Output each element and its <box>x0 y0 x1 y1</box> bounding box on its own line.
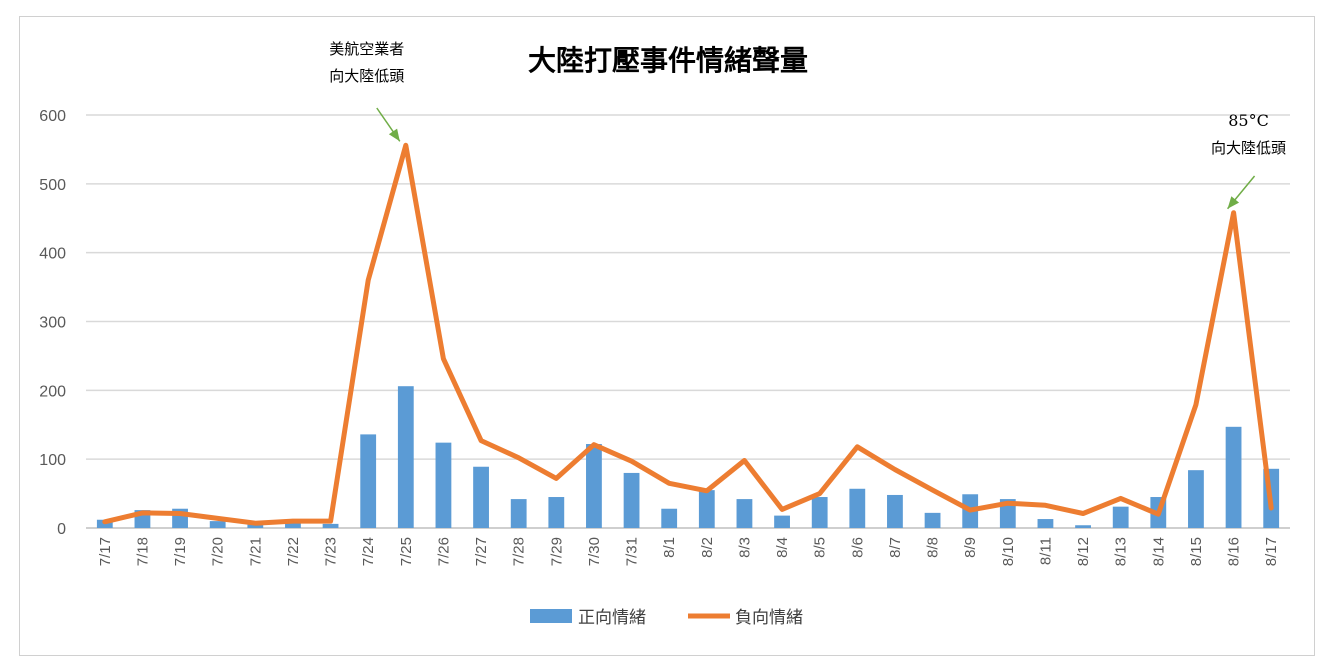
bar <box>1225 426 1242 528</box>
x-tick-label: 8/11 <box>1037 537 1054 565</box>
line-series <box>102 142 1274 526</box>
bar <box>1188 470 1204 528</box>
y-tick-label: 0 <box>57 521 66 538</box>
x-tick-label: 8/3 <box>736 537 753 558</box>
x-tick-label: 8/15 <box>1188 537 1205 566</box>
bar <box>548 497 565 528</box>
y-tick-label: 600 <box>39 108 66 125</box>
legend-label-positive: 正向情緒 <box>578 608 646 628</box>
bar <box>1037 519 1054 528</box>
bar <box>510 499 527 528</box>
y-tick-label: 400 <box>39 246 66 263</box>
chart-title: 大陸打壓事件情緒聲量 <box>528 44 808 77</box>
bar <box>736 499 753 528</box>
y-tick-label: 500 <box>39 177 66 194</box>
legend: 正向情緒 負向情緒 <box>530 608 803 628</box>
legend-swatch-positive <box>530 609 572 623</box>
x-tick-label: 8/10 <box>1000 537 1017 566</box>
x-tick-label: 7/23 <box>323 537 340 566</box>
x-tick-label: 8/14 <box>1150 537 1167 566</box>
bar <box>774 515 790 528</box>
x-tick-label: 7/30 <box>586 537 603 566</box>
x-tick-label: 7/20 <box>210 537 227 566</box>
y-tick-label: 200 <box>39 383 66 400</box>
bar <box>849 488 866 528</box>
x-tick-label: 7/28 <box>511 537 528 566</box>
annotation-arrowhead <box>388 128 400 142</box>
bar <box>322 523 339 528</box>
x-tick-label: 7/29 <box>548 537 565 566</box>
bar <box>360 434 377 528</box>
bar <box>397 386 414 528</box>
x-tick-label: 8/13 <box>1113 537 1130 566</box>
line-path <box>102 142 1274 526</box>
x-tick-label: 8/6 <box>849 537 866 558</box>
bar <box>1075 525 1091 528</box>
x-tick-label: 7/25 <box>398 537 415 566</box>
bar <box>586 444 602 528</box>
annotation-text: 向大陸低頭 <box>329 67 404 85</box>
x-tick-label: 8/4 <box>774 537 791 558</box>
gridlines <box>86 114 1290 529</box>
x-axis-ticks: 7/17 7/18 7/19 7/20 7/21 7/22 7/23 7/24 7/25 7/26… <box>97 537 1280 566</box>
x-tick-label: 8/2 <box>699 537 716 558</box>
x-tick-label: 8/16 <box>1226 537 1243 566</box>
legend-label-negative: 負向情緒 <box>735 608 803 628</box>
bar <box>209 521 226 528</box>
bar <box>247 524 264 528</box>
y-tick-label: 300 <box>39 315 66 332</box>
annotation-text: 85°C <box>1228 111 1269 130</box>
x-tick-label: 7/18 <box>134 537 151 566</box>
y-axis-ticks: 0 100 200 300 400 500 600 <box>39 108 66 538</box>
x-tick-label: 7/22 <box>285 537 302 566</box>
bar <box>698 490 715 528</box>
x-tick-label: 7/21 <box>247 537 264 566</box>
bar <box>924 512 941 528</box>
annotation-text: 向大陸低頭 <box>1211 139 1286 157</box>
chart-frame <box>19 16 1315 656</box>
x-tick-label: 8/12 <box>1075 537 1092 566</box>
bar <box>887 494 903 528</box>
x-tick-label: 7/19 <box>172 537 189 566</box>
x-tick-label: 7/27 <box>473 537 490 566</box>
x-tick-label: 8/8 <box>925 537 942 558</box>
x-tick-label: 8/9 <box>962 537 979 558</box>
x-tick-label: 8/17 <box>1263 537 1280 566</box>
bar <box>473 466 489 528</box>
x-tick-label: 8/1 <box>661 537 678 558</box>
bar <box>661 508 678 528</box>
bar <box>435 442 452 528</box>
x-tick-label: 7/17 <box>97 537 114 566</box>
bar <box>623 472 640 528</box>
annotation-text: 美航空業者 <box>329 40 404 58</box>
annotation-arrowhead <box>1227 196 1240 209</box>
bar <box>1112 506 1129 528</box>
x-tick-label: 7/26 <box>435 537 452 566</box>
x-tick-label: 8/7 <box>887 537 904 558</box>
bar <box>811 497 828 528</box>
x-tick-label: 7/24 <box>360 537 377 566</box>
x-tick-label: 7/31 <box>624 537 641 566</box>
y-tick-label: 100 <box>39 452 66 469</box>
bar <box>285 522 301 528</box>
x-tick-label: 8/5 <box>812 537 829 558</box>
